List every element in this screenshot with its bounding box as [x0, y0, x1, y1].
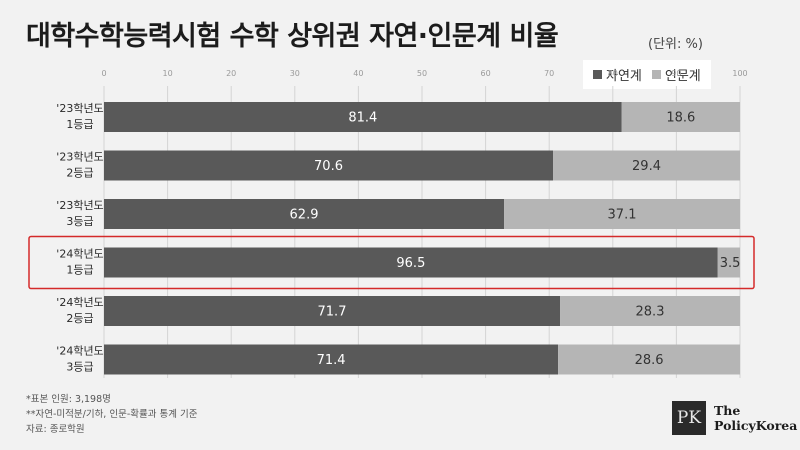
- x-tick-label: 30: [290, 69, 300, 78]
- data-label-humanities: 28.6: [635, 353, 664, 368]
- x-tick-label: 0: [101, 69, 106, 78]
- category-label: '23학년도 2등급: [56, 151, 103, 180]
- footnote-criteria: **자연-미적분/기하, 인문-확률과 통계 기준: [26, 409, 198, 420]
- bar-science: [104, 199, 505, 229]
- legend-swatch-science: [593, 70, 602, 79]
- footnotes: *표본 인원: 3,198명 **자연-미적분/기하, 인문-확률과 통계 기준…: [26, 392, 197, 437]
- category-label: '24학년도 2등급: [56, 296, 103, 325]
- data-label-science: 71.7: [318, 305, 347, 320]
- footnote-sample: *표본 인원: 3,198명: [26, 394, 111, 405]
- highlight-box: [28, 235, 755, 290]
- bar-science: [104, 296, 561, 326]
- bar-science: [104, 344, 559, 375]
- data-label-science: 96.5: [396, 256, 425, 271]
- x-tick-label: 40: [353, 69, 363, 78]
- data-label-humanities: 28.3: [636, 305, 665, 320]
- brand-name-line1: The: [714, 403, 741, 418]
- data-label-science: 62.9: [290, 208, 319, 223]
- x-tick-label: 60: [481, 69, 491, 78]
- footnote-source: 자료: 종로학원: [26, 424, 85, 435]
- bar-science: [104, 247, 718, 278]
- bar-humanities: [621, 102, 740, 132]
- x-tick-label: 20: [226, 69, 236, 78]
- x-tick-label: 100: [732, 69, 747, 78]
- brand-name: The PolicyKorea: [714, 403, 797, 433]
- category-label: '23학년도 3등급: [56, 199, 103, 228]
- brand-name-line2: PolicyKorea: [714, 418, 798, 433]
- bar-humanities: [504, 199, 740, 229]
- data-label-humanities: 3.5: [720, 256, 741, 271]
- bar-humanities: [560, 296, 740, 326]
- data-label-science: 71.4: [317, 353, 346, 368]
- bar-science: [104, 150, 554, 181]
- x-tick-label: 80: [608, 69, 618, 78]
- bar-humanities: [717, 247, 740, 278]
- category-label: '24학년도 3등급: [56, 345, 103, 374]
- data-label-science: 70.6: [314, 159, 343, 174]
- x-tick-label: 10: [163, 69, 173, 78]
- data-label-humanities: 18.6: [666, 111, 695, 126]
- data-label-humanities: 29.4: [632, 159, 661, 174]
- data-label-science: 81.4: [348, 111, 377, 126]
- legend-label-science: 자연계: [606, 69, 642, 84]
- bar-humanities: [553, 150, 740, 181]
- category-label: '24학년도 1등급: [56, 248, 103, 277]
- legend-item-science: 자연계: [593, 65, 642, 84]
- unit-label: (단위: %): [648, 37, 703, 52]
- x-tick-label: 50: [417, 69, 427, 78]
- chart-title: 대학수학능력시험 수학 상위권 자연·인문계 비율: [26, 21, 559, 52]
- category-label: '23학년도 1등급: [56, 102, 103, 131]
- legend: 자연계 인문계: [583, 60, 711, 89]
- legend-swatch-humanities: [651, 70, 661, 79]
- brand-mark-icon: PK: [672, 401, 706, 435]
- x-tick-label: 90: [671, 69, 681, 78]
- brand-logo: PK The PolicyKorea: [672, 401, 797, 435]
- legend-item-humanities: 인문계: [651, 65, 701, 84]
- bar-humanities: [558, 344, 740, 375]
- data-label-humanities: 37.1: [608, 208, 637, 223]
- legend-label-humanities: 인문계: [664, 69, 701, 84]
- bar-science: [104, 102, 622, 132]
- x-tick-label: 70: [544, 69, 554, 78]
